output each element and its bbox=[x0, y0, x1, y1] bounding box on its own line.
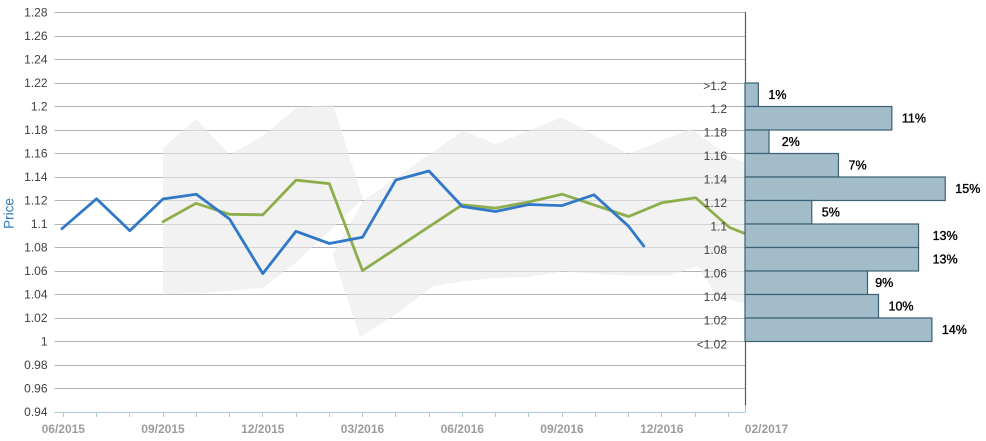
svg-text:1.16: 1.16 bbox=[704, 149, 728, 163]
svg-text:1.2: 1.2 bbox=[31, 100, 48, 114]
svg-text:13%: 13% bbox=[933, 253, 958, 267]
svg-text:12/2015: 12/2015 bbox=[241, 422, 285, 436]
svg-text:5%: 5% bbox=[822, 206, 840, 220]
svg-text:1.1: 1.1 bbox=[710, 220, 727, 234]
svg-text:06/2016: 06/2016 bbox=[441, 422, 485, 436]
svg-text:1.08: 1.08 bbox=[704, 243, 728, 257]
svg-text:1.14: 1.14 bbox=[24, 170, 48, 184]
svg-text:1: 1 bbox=[41, 335, 48, 349]
svg-text:1.28: 1.28 bbox=[24, 6, 48, 20]
svg-text:1.08: 1.08 bbox=[24, 241, 48, 255]
svg-text:1.24: 1.24 bbox=[24, 53, 48, 67]
svg-text:1.06: 1.06 bbox=[24, 264, 48, 278]
svg-text:03/2016: 03/2016 bbox=[341, 422, 385, 436]
svg-text:0.94: 0.94 bbox=[24, 405, 48, 419]
svg-text:02/2017: 02/2017 bbox=[745, 422, 789, 436]
svg-text:1.18: 1.18 bbox=[24, 123, 48, 137]
svg-text:0.96: 0.96 bbox=[24, 382, 48, 396]
svg-text:1.26: 1.26 bbox=[24, 29, 48, 43]
svg-text:11%: 11% bbox=[902, 112, 926, 126]
svg-text:10%: 10% bbox=[889, 300, 914, 314]
svg-text:09/2016: 09/2016 bbox=[540, 422, 584, 436]
svg-text:1.02: 1.02 bbox=[24, 311, 48, 325]
svg-text:<1.02: <1.02 bbox=[697, 338, 728, 352]
svg-text:1.1: 1.1 bbox=[31, 217, 48, 231]
svg-text:1.18: 1.18 bbox=[704, 126, 728, 140]
svg-text:1.12: 1.12 bbox=[704, 196, 728, 210]
svg-text:1.16: 1.16 bbox=[24, 147, 48, 161]
svg-text:9%: 9% bbox=[875, 276, 893, 290]
svg-text:1.12: 1.12 bbox=[24, 194, 48, 208]
svg-text:09/2015: 09/2015 bbox=[141, 422, 185, 436]
svg-text:7%: 7% bbox=[849, 159, 867, 173]
svg-text:1.2: 1.2 bbox=[710, 102, 727, 116]
svg-text:1.06: 1.06 bbox=[704, 267, 728, 281]
svg-text:1%: 1% bbox=[768, 88, 786, 102]
svg-text:Price: Price bbox=[2, 198, 17, 229]
svg-text:14%: 14% bbox=[942, 323, 967, 337]
svg-text:1.04: 1.04 bbox=[24, 288, 48, 302]
svg-text:>1.2: >1.2 bbox=[703, 79, 727, 93]
svg-text:1.04: 1.04 bbox=[704, 290, 728, 304]
svg-text:0.98: 0.98 bbox=[24, 358, 48, 372]
svg-text:15%: 15% bbox=[955, 182, 980, 196]
svg-text:06/2015: 06/2015 bbox=[42, 422, 86, 436]
svg-text:2%: 2% bbox=[782, 135, 800, 149]
svg-text:13%: 13% bbox=[933, 229, 958, 243]
svg-text:12/2016: 12/2016 bbox=[640, 422, 684, 436]
svg-text:1.22: 1.22 bbox=[24, 76, 48, 90]
svg-text:1.14: 1.14 bbox=[704, 173, 728, 187]
svg-text:1.02: 1.02 bbox=[704, 314, 728, 328]
